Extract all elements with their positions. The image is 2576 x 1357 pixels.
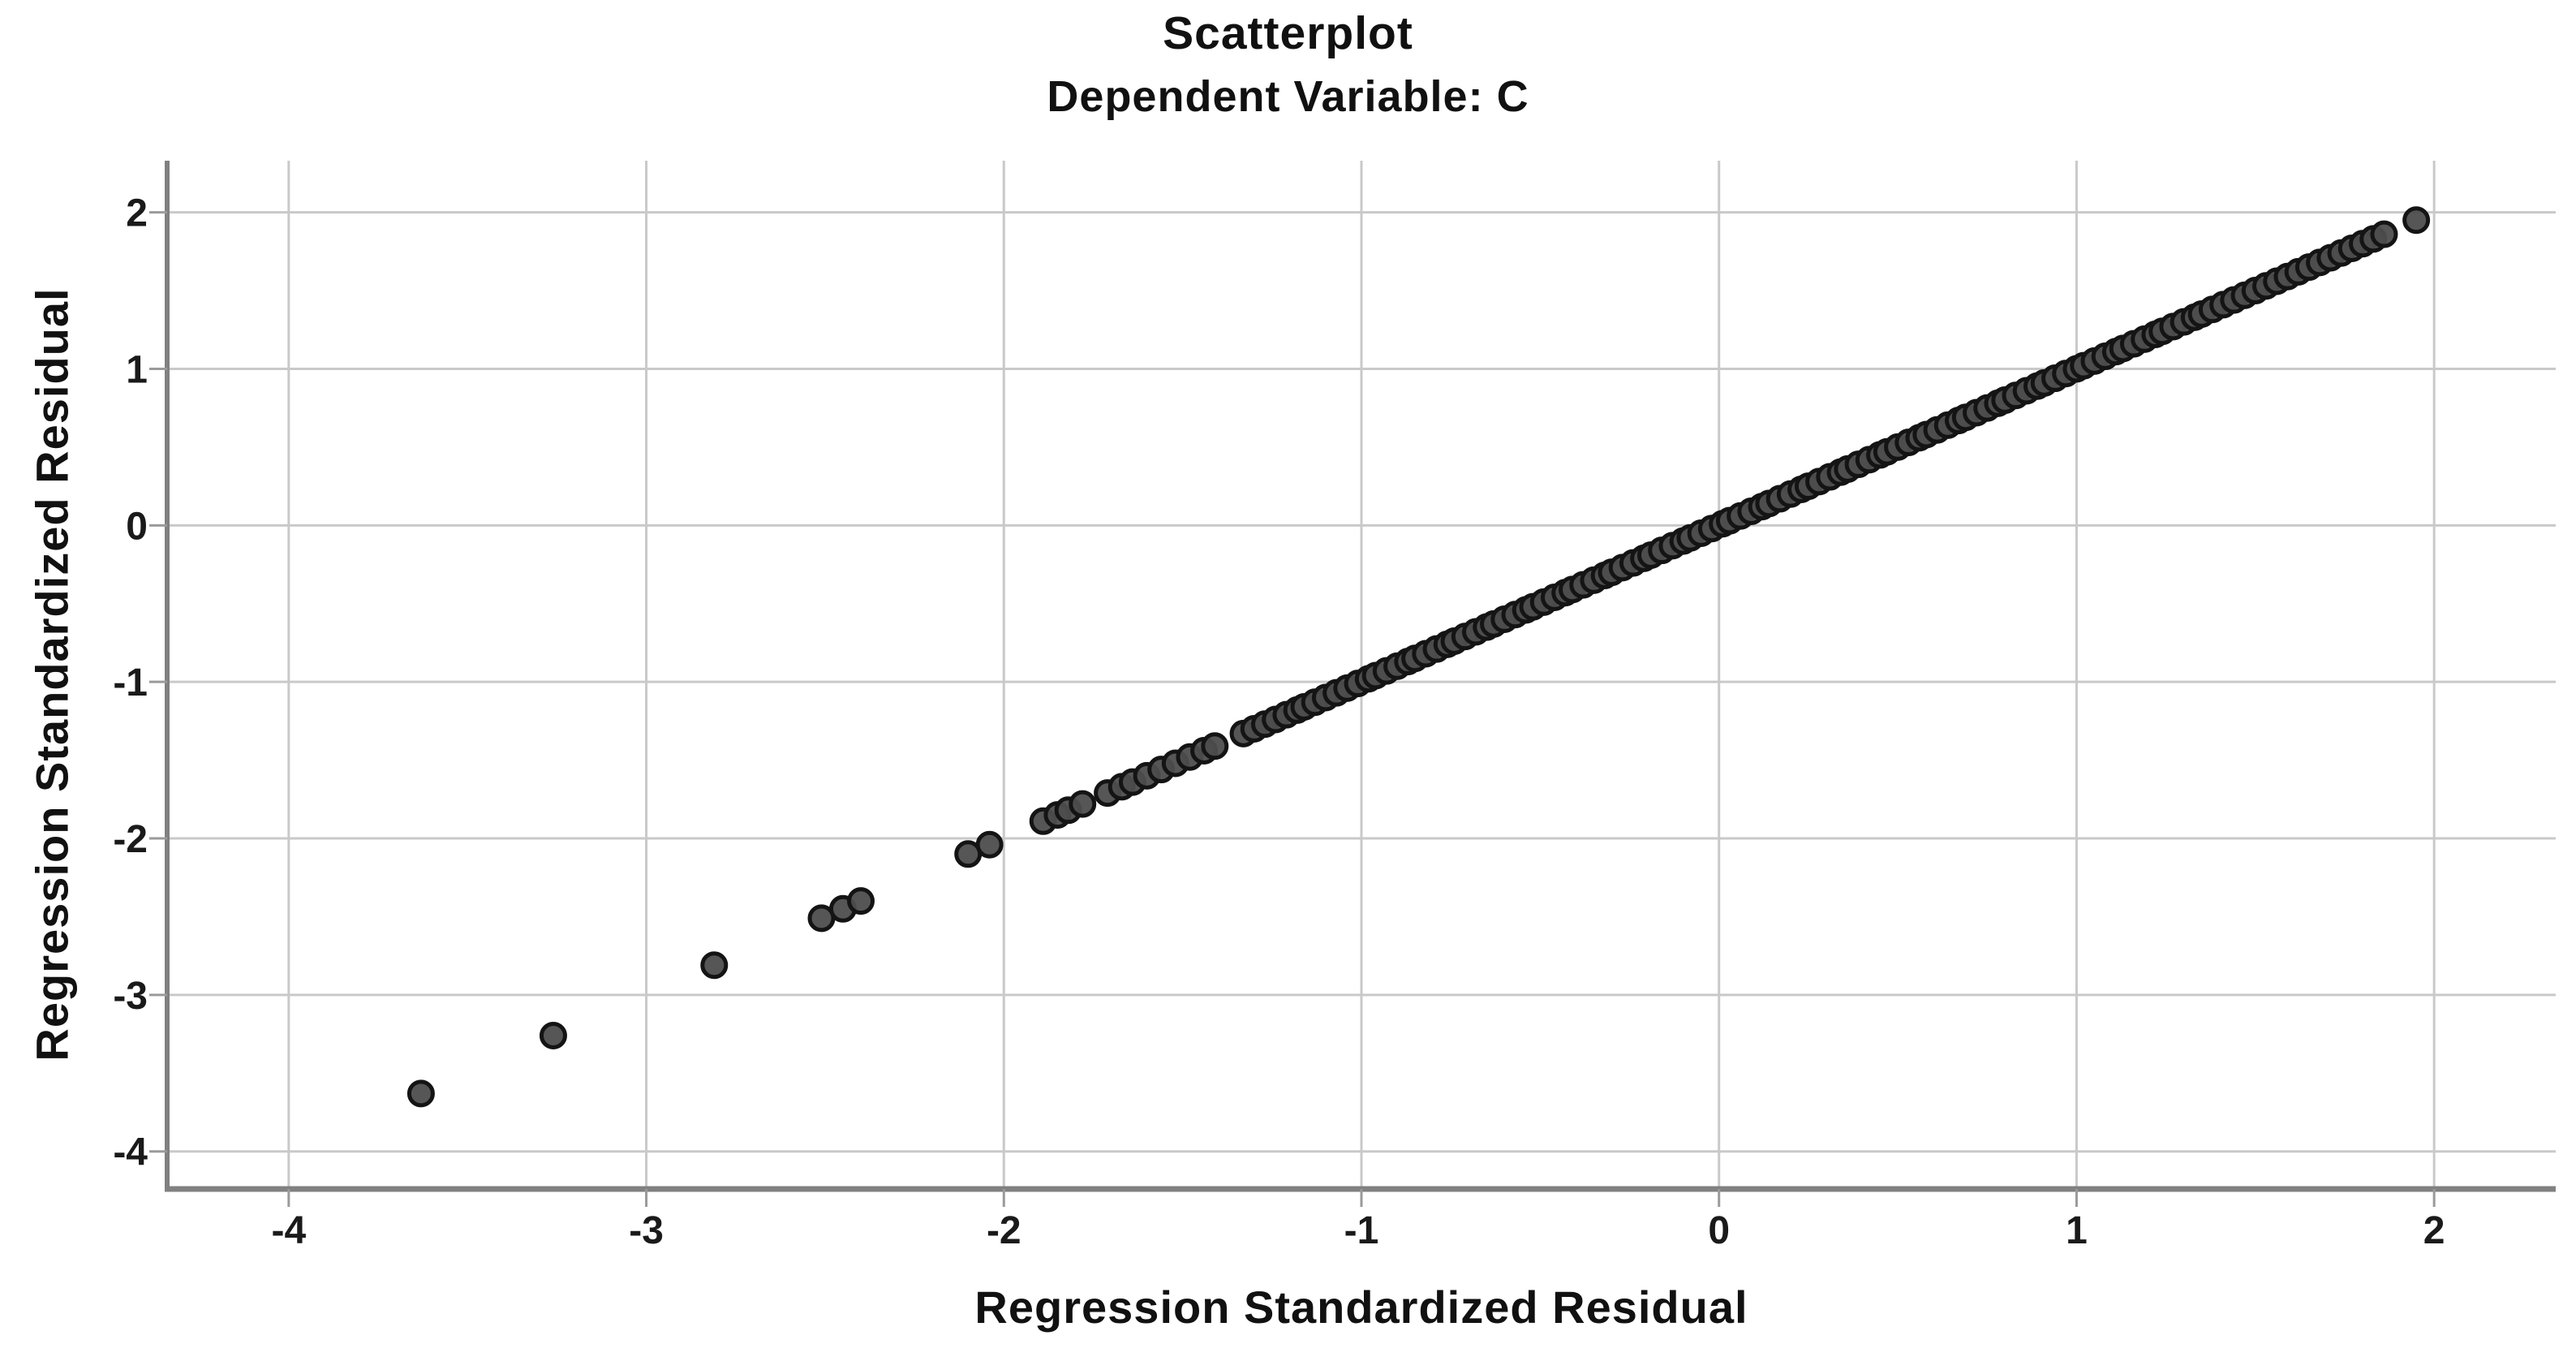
x-tick-label: -3 [629,1209,664,1252]
y-tick-label: -1 [113,661,148,704]
y-tick-label: 1 [126,348,148,391]
data-point [700,951,729,980]
y-axis-title: Regression Standardized Residual [26,287,78,1062]
data-point [539,1022,567,1050]
y-tick-label: -2 [113,818,148,861]
y-tick-label: -4 [113,1131,148,1174]
chart-title: Scatterplot [1163,7,1413,59]
data-point [406,1079,435,1108]
x-tick-label: -4 [272,1209,307,1252]
data-point [1069,790,1097,818]
y-tick-label: 2 [126,192,148,235]
x-tick-label: 1 [2066,1209,2088,1252]
data-point [2370,220,2398,248]
data-point [1201,732,1229,760]
data-point [846,887,875,915]
x-axis-title: Regression Standardized Residual [974,1282,1748,1333]
y-tick-label: 0 [126,505,148,548]
x-tick-label: 0 [1708,1209,1730,1252]
x-tick-label: -2 [987,1209,1021,1252]
x-tick-label: -1 [1344,1209,1379,1252]
y-tick-label: -3 [113,975,148,1018]
data-point [975,830,1004,859]
data-point [2402,206,2431,235]
chart-subtitle: Dependent Variable: C [1047,72,1529,121]
x-tick-label: 2 [2423,1209,2445,1252]
